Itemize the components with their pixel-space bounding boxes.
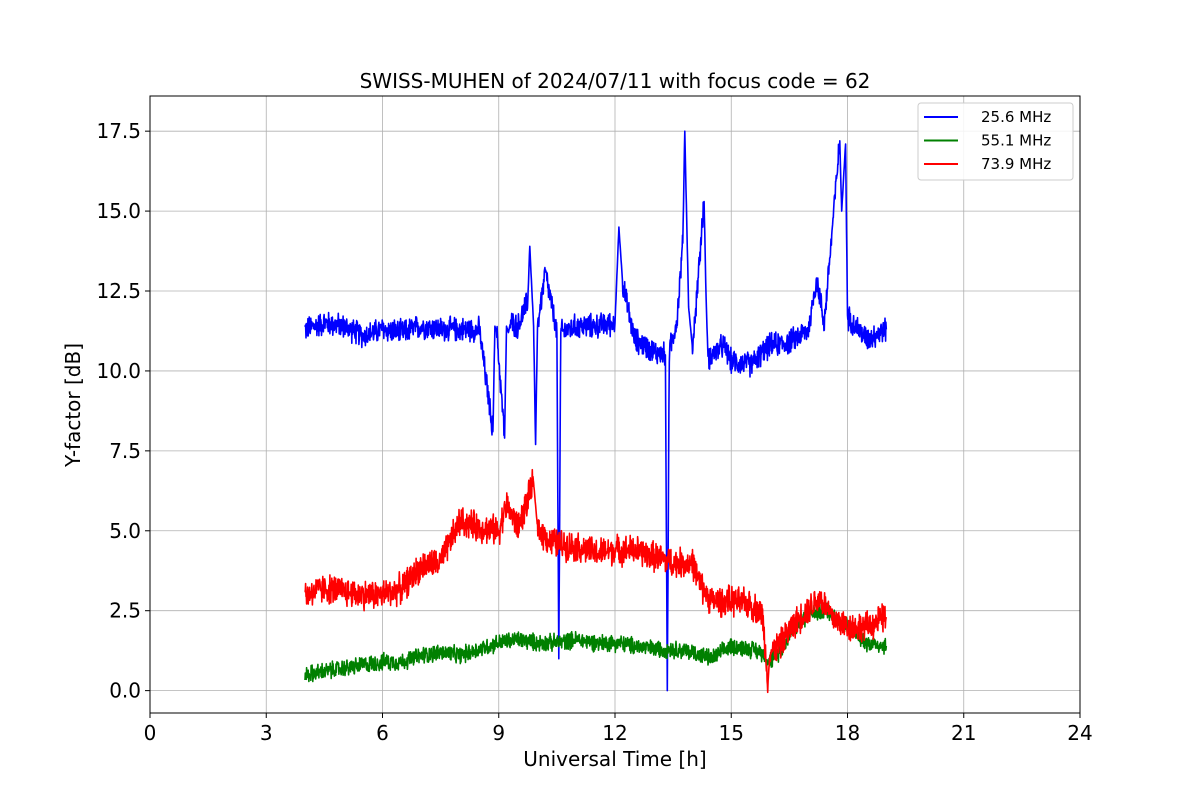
- x-tick-label: 21: [951, 721, 976, 745]
- y-axis: 0.0 2.5 5.0 7.5 10.0 12.5 15.0 17.5: [96, 119, 150, 703]
- x-axis-label: Universal Time [h]: [523, 747, 706, 771]
- x-tick-label: 15: [719, 721, 744, 745]
- x-tick-label: 3: [260, 721, 273, 745]
- series-line-0: [304, 130, 888, 692]
- series-line-1: [304, 602, 888, 683]
- y-tick-label: 15.0: [96, 199, 141, 223]
- x-axis: 0 3 6 9 12 15 18 21 24: [144, 713, 1093, 745]
- y-tick-label: 17.5: [96, 119, 141, 143]
- x-tick-label: 6: [376, 721, 389, 745]
- series-line-2: [304, 468, 888, 694]
- legend: 25.6 MHz 55.1 MHz 73.9 MHz: [917, 102, 1074, 181]
- y-tick-label: 10.0: [96, 359, 141, 383]
- y-axis-label: Y-factor [dB]: [61, 343, 85, 468]
- x-tick-label: 12: [602, 721, 627, 745]
- y-tick-label: 2.5: [109, 599, 141, 623]
- y-tick-label: 12.5: [96, 279, 141, 303]
- legend-label: 73.9 MHz: [981, 155, 1051, 173]
- y-tick-label: 5.0: [109, 519, 141, 543]
- series-layer: [304, 130, 888, 694]
- chart-title: SWISS-MUHEN of 2024/07/11 with focus cod…: [360, 69, 871, 93]
- y-tick-label: 0.0: [109, 679, 141, 703]
- x-tick-label: 24: [1067, 721, 1092, 745]
- x-tick-label: 0: [144, 721, 157, 745]
- legend-label: 25.6 MHz: [981, 108, 1051, 126]
- x-tick-label: 9: [492, 721, 505, 745]
- legend-box: [917, 102, 1074, 181]
- legend-label: 55.1 MHz: [981, 132, 1051, 150]
- x-tick-label: 18: [835, 721, 860, 745]
- y-tick-label: 7.5: [109, 439, 141, 463]
